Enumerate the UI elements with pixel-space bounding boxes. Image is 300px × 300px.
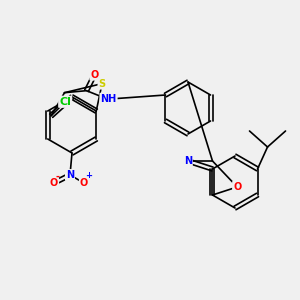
- Text: Cl: Cl: [59, 97, 71, 107]
- Text: NH: NH: [100, 94, 117, 104]
- Text: O: O: [233, 182, 241, 192]
- Text: +: +: [85, 172, 92, 181]
- Text: O: O: [90, 70, 99, 80]
- Text: S: S: [98, 79, 106, 88]
- Text: O: O: [50, 178, 58, 188]
- Text: -: -: [56, 172, 60, 182]
- Text: N: N: [66, 170, 74, 180]
- Text: N: N: [184, 156, 192, 166]
- Text: O: O: [80, 178, 88, 188]
